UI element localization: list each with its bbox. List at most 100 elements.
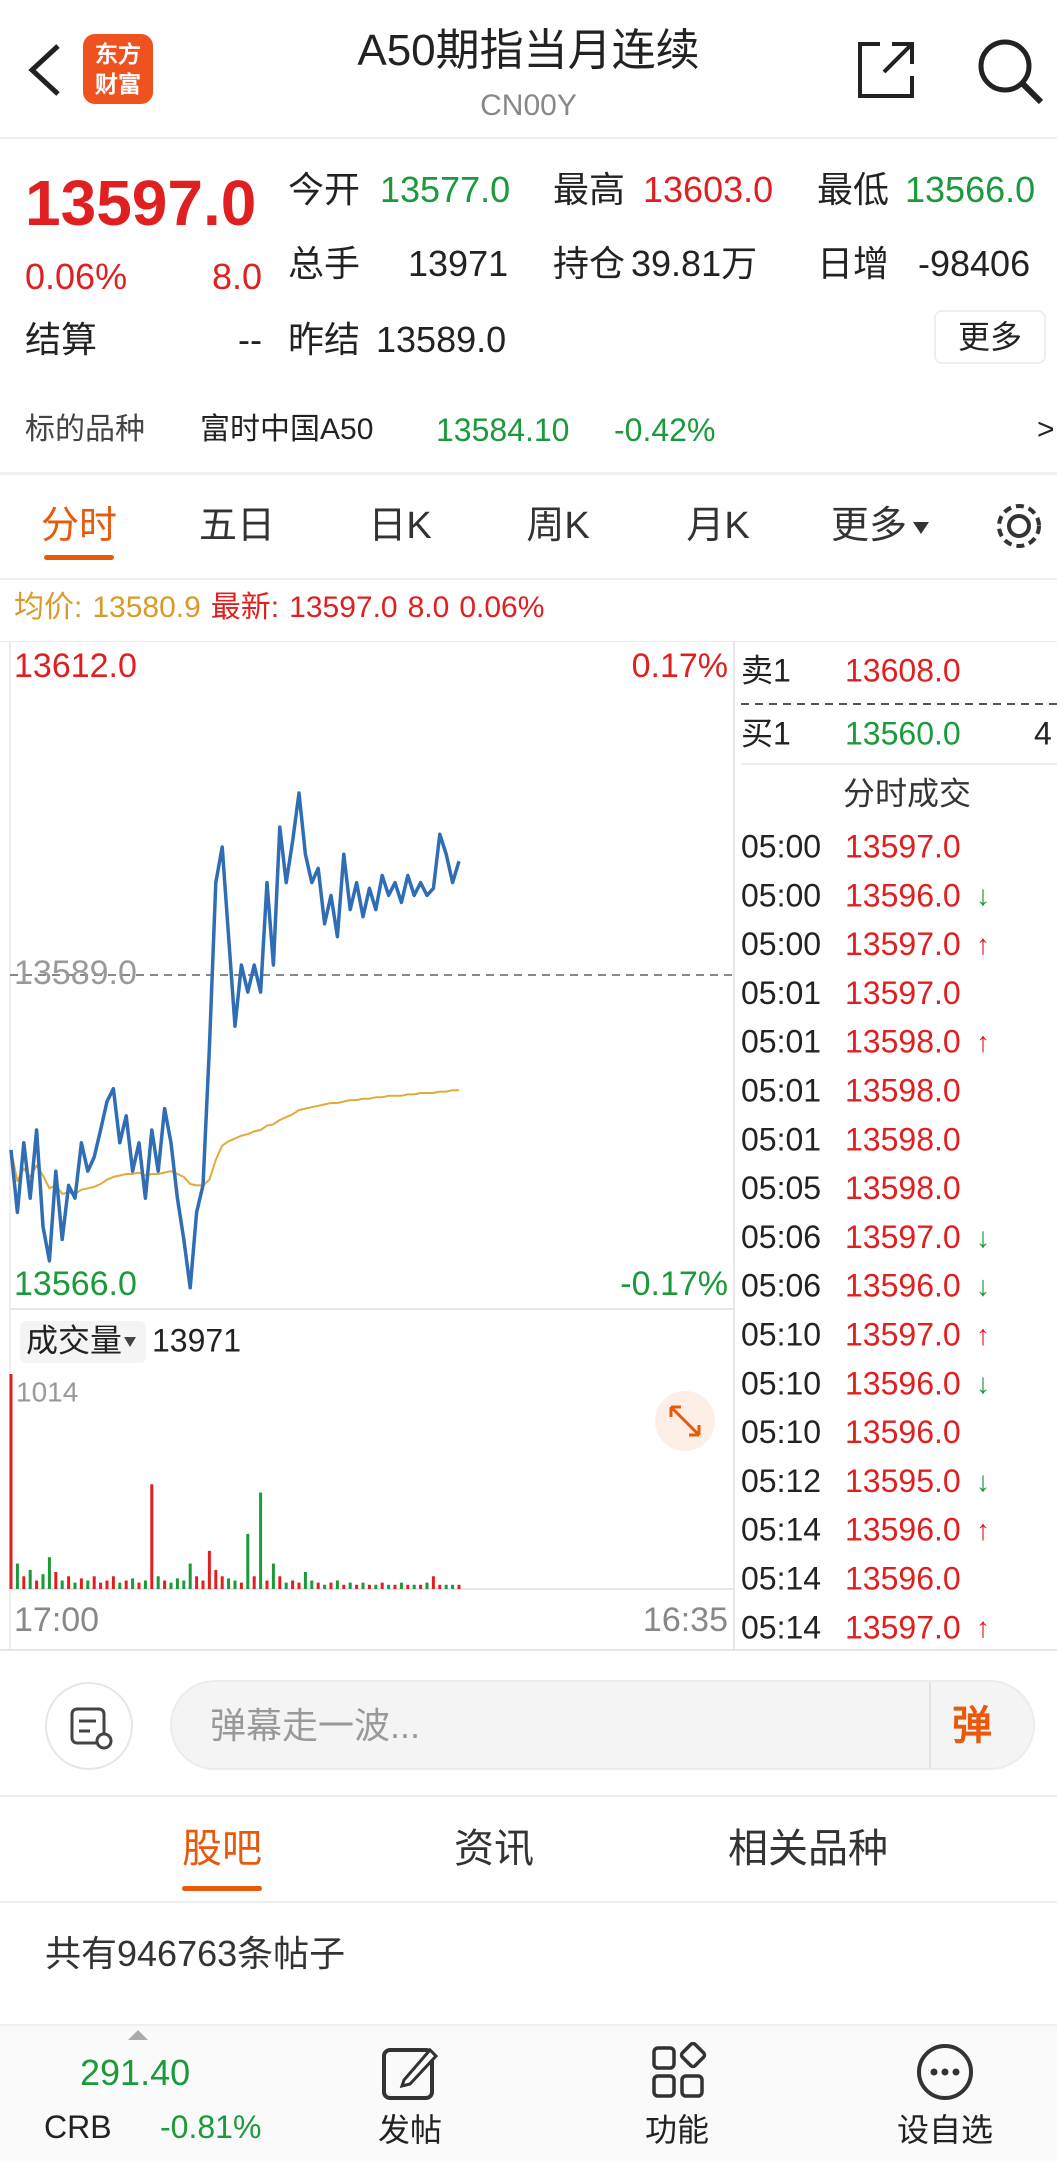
nav-label[interactable]: 功能 bbox=[644, 2112, 710, 2148]
chart-tab[interactable]: 月K bbox=[686, 505, 750, 547]
volume-bar bbox=[35, 1580, 39, 1589]
volume-total: 13971 bbox=[152, 1322, 241, 1358]
search-button[interactable] bbox=[975, 36, 1047, 108]
volume-bar bbox=[367, 1584, 371, 1589]
volume-bar bbox=[73, 1582, 77, 1589]
danmaku-button[interactable]: 弹 bbox=[952, 1704, 992, 1748]
ask-label: 卖1 bbox=[741, 652, 791, 688]
chart-tab[interactable]: 更多 bbox=[831, 507, 930, 545]
tick-time: 05:12 bbox=[741, 1463, 821, 1499]
y-tick-label: 13612.0 bbox=[14, 647, 137, 685]
volume-bar bbox=[201, 1580, 205, 1589]
share-button[interactable] bbox=[854, 38, 918, 102]
volume-bar bbox=[348, 1582, 352, 1589]
volume-bar bbox=[387, 1584, 391, 1589]
volume-bar bbox=[28, 1569, 32, 1589]
comment-input[interactable]: 弹幕走一波... 弹 bbox=[170, 1680, 1035, 1770]
tick-time: 05:01 bbox=[741, 1024, 821, 1060]
volume-bar bbox=[227, 1578, 231, 1589]
function-icon[interactable] bbox=[648, 2042, 708, 2102]
tick-price: 13598.0 bbox=[845, 1024, 961, 1060]
tick-direction: ↓ bbox=[976, 1222, 990, 1253]
volume-bar bbox=[239, 1582, 243, 1589]
field-value: -98406 bbox=[918, 243, 1031, 284]
volume-bar bbox=[15, 1563, 19, 1589]
index-price: 291.40 bbox=[80, 2052, 191, 2093]
volume-bar bbox=[406, 1584, 410, 1589]
volume-label: 成交量 bbox=[26, 1322, 122, 1358]
chart-tab[interactable]: 日K bbox=[368, 505, 432, 547]
watchlist-icon[interactable] bbox=[915, 2042, 975, 2102]
ask-price: 13608.0 bbox=[845, 652, 961, 688]
volume-bar bbox=[182, 1580, 186, 1589]
tick-direction: ↓ bbox=[976, 1466, 990, 1497]
back-button[interactable] bbox=[20, 40, 70, 100]
settings-button[interactable] bbox=[993, 500, 1045, 552]
section-tab[interactable]: 股吧 bbox=[182, 1827, 262, 1871]
tick-price: 13597.0 bbox=[845, 975, 961, 1011]
tick-direction: ↓ bbox=[976, 880, 990, 911]
avg-label: 均价: bbox=[14, 591, 83, 624]
volume-bar bbox=[99, 1582, 103, 1589]
tick-price: 13597.0 bbox=[845, 1316, 961, 1352]
tick-time: 05:00 bbox=[741, 828, 821, 864]
chart-tab[interactable]: 周K bbox=[526, 505, 590, 547]
tick-time: 05:14 bbox=[741, 1512, 821, 1548]
index-change: -0.81% bbox=[160, 2109, 262, 2145]
chart-tab[interactable]: 五日 bbox=[198, 505, 276, 547]
field-label: 昨结 bbox=[288, 319, 361, 360]
volume-bar bbox=[214, 1569, 218, 1589]
tick-time: 05:00 bbox=[741, 877, 821, 913]
volume-bar bbox=[79, 1578, 83, 1589]
volume-bar bbox=[278, 1576, 282, 1589]
volume-bar bbox=[220, 1576, 224, 1589]
field-value: 13566.0 bbox=[905, 169, 1036, 210]
tick-price: 13596.0 bbox=[845, 877, 961, 913]
volume-bar bbox=[163, 1580, 167, 1589]
volume-bar bbox=[118, 1582, 122, 1589]
nav-label[interactable]: 设自选 bbox=[896, 2112, 994, 2148]
volume-bar bbox=[431, 1576, 435, 1589]
price-line bbox=[9, 791, 461, 1290]
tick-time: 05:14 bbox=[741, 1560, 821, 1596]
volume-bar bbox=[60, 1580, 64, 1589]
tick-time: 05:10 bbox=[741, 1316, 821, 1352]
danmaku-toggle[interactable] bbox=[44, 1681, 134, 1771]
volume-bar bbox=[451, 1584, 455, 1589]
more-button[interactable]: 更多 bbox=[934, 310, 1046, 364]
tick-price: 13596.0 bbox=[845, 1365, 961, 1401]
tick-price: 13597.0 bbox=[845, 1219, 961, 1255]
volume-bar bbox=[291, 1580, 295, 1589]
nav-label[interactable]: 发帖 bbox=[377, 2112, 443, 2148]
underlying-arrow[interactable]: > bbox=[1037, 413, 1055, 446]
tick-time: 05:01 bbox=[741, 975, 821, 1011]
volume-bar bbox=[425, 1582, 429, 1589]
section-tab[interactable]: 资讯 bbox=[454, 1827, 534, 1871]
tick-price: 13595.0 bbox=[845, 1463, 961, 1499]
volume-bar bbox=[188, 1563, 192, 1589]
tick-direction: ↑ bbox=[976, 1027, 990, 1058]
field-value: 39.81万 bbox=[631, 243, 758, 284]
volume-bar bbox=[444, 1584, 448, 1589]
chart-tab[interactable]: 分时 bbox=[40, 505, 118, 547]
field-label: 持仓 bbox=[553, 243, 626, 284]
volume-bar bbox=[207, 1550, 211, 1589]
post-icon[interactable] bbox=[380, 2042, 440, 2102]
volume-bar bbox=[355, 1584, 359, 1589]
tick-time: 05:00 bbox=[741, 926, 821, 962]
volume-bar bbox=[323, 1584, 327, 1589]
volume-bar bbox=[169, 1582, 173, 1589]
bid-size: 4 bbox=[1034, 715, 1052, 751]
tick-time: 05:05 bbox=[741, 1170, 821, 1206]
tick-direction: ↑ bbox=[976, 1515, 990, 1546]
section-tab[interactable]: 相关品种 bbox=[728, 1827, 888, 1871]
volume-bar bbox=[143, 1580, 147, 1589]
bid-label: 买1 bbox=[741, 715, 791, 751]
tick-direction: ↓ bbox=[976, 1271, 990, 1302]
change: 8.0 bbox=[211, 256, 262, 297]
tick-price: 13598.0 bbox=[845, 1072, 961, 1108]
volume-bar bbox=[342, 1584, 346, 1589]
ticks-title: 分时成交 bbox=[843, 775, 971, 811]
field-value: 13577.0 bbox=[380, 169, 511, 210]
volume-bar bbox=[335, 1580, 339, 1589]
